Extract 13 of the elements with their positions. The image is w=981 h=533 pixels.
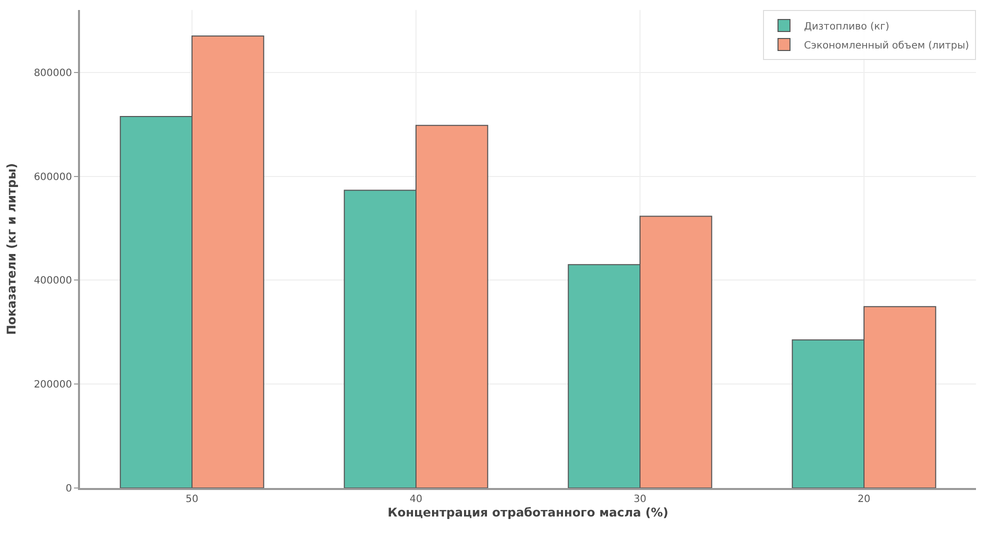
y-tick-label: 200000	[34, 380, 72, 391]
x-tick-label: 40	[410, 494, 422, 505]
x-tick-label: 20	[858, 494, 870, 505]
y-axis-title: Показатели (кг и литры)	[4, 163, 19, 335]
y-tick-label: 800000	[34, 68, 72, 79]
x-tick-label: 30	[634, 494, 646, 505]
y-tick-label: 400000	[34, 276, 72, 287]
legend-label: Дизтопливо (кг)	[804, 21, 890, 32]
y-tick-label: 0	[66, 484, 72, 494]
x-tick-label: 50	[186, 494, 198, 505]
legend-label: Сэкономленный объем (литры)	[804, 40, 970, 52]
x-axis-title: Концентрация отработанного масла (%)	[388, 505, 668, 520]
y-tick-label: 600000	[34, 172, 72, 183]
